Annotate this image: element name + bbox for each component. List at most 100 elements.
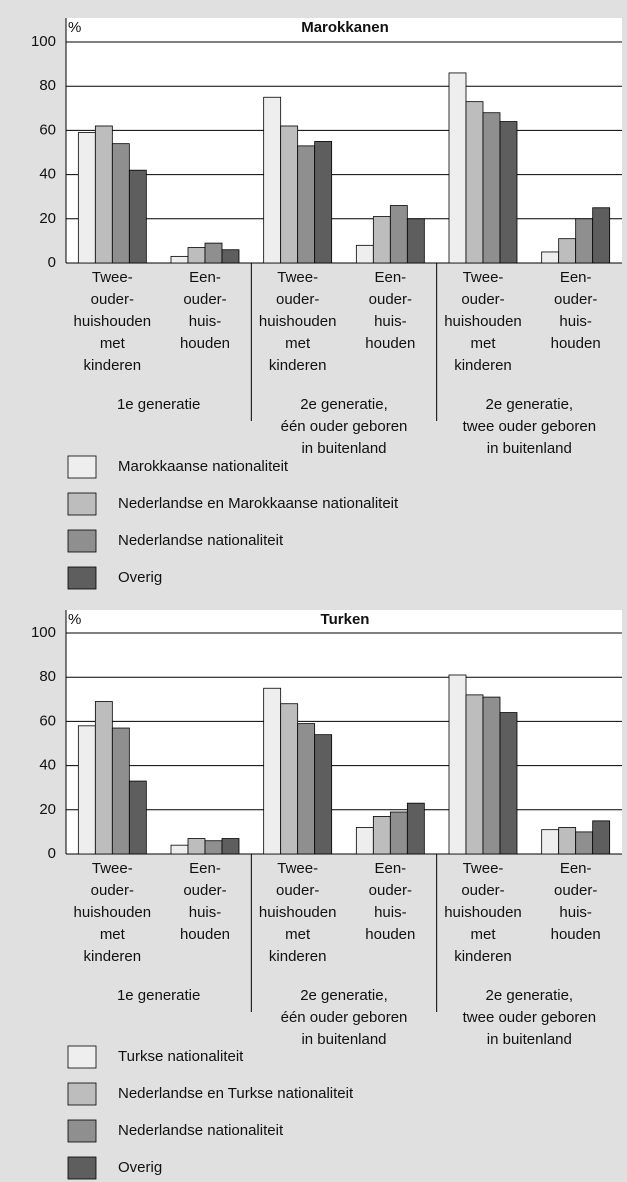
legend-swatch — [67, 492, 97, 516]
legend-label: Nederlandse en Turkse nationaliteit — [118, 1085, 354, 1102]
bar — [355, 244, 374, 264]
y-tick-label: 60 — [39, 712, 56, 729]
group-label: 1e generatie — [117, 396, 200, 413]
x-tick-label: ouder- — [461, 291, 504, 308]
y-tick-label: 20 — [39, 801, 56, 818]
x-tick-label: Een- — [374, 269, 406, 286]
y-axis-label: % — [68, 19, 81, 36]
legend-label: Marokkaanse nationaliteit — [118, 458, 289, 475]
bar — [372, 216, 391, 264]
x-tick-label: huis- — [559, 904, 592, 921]
x-tick-label: huishouden — [444, 904, 522, 921]
bar — [575, 218, 594, 264]
bar — [204, 242, 223, 264]
bar — [558, 238, 577, 264]
x-tick-label: houden — [551, 926, 601, 943]
bar — [111, 143, 130, 264]
legend-label: Nederlandse en Marokkaanse nationaliteit — [118, 495, 399, 512]
x-tick-label: huishouden — [259, 904, 337, 921]
x-tick-label: houden — [365, 926, 415, 943]
x-tick-label: huis- — [189, 313, 222, 330]
legend-swatch — [67, 1082, 97, 1106]
group-label: in buitenland — [487, 440, 572, 457]
bar — [280, 703, 299, 855]
x-tick-label: ouder- — [91, 291, 134, 308]
x-tick-label: kinderen — [269, 948, 327, 965]
bar — [263, 96, 282, 264]
bar — [170, 255, 189, 264]
bar — [448, 72, 467, 264]
bar — [263, 687, 282, 855]
x-tick-label: met — [285, 335, 311, 352]
x-tick-label: huis- — [189, 904, 222, 921]
x-tick-label: met — [100, 926, 126, 943]
legend-label: Overig — [118, 1159, 162, 1176]
legend-label: Nederlandse nationaliteit — [118, 1122, 284, 1139]
bar — [111, 727, 130, 855]
x-tick-label: huishouden — [74, 904, 152, 921]
bar — [314, 734, 333, 855]
bar — [170, 844, 189, 855]
chart-title: Marokkanen — [301, 19, 389, 36]
group-label: één ouder geboren — [281, 418, 408, 435]
bar — [465, 101, 484, 264]
x-tick-label: met — [470, 926, 496, 943]
x-tick-label: houden — [365, 335, 415, 352]
group-label: in buitenland — [301, 1031, 386, 1048]
x-tick-label: met — [285, 926, 311, 943]
x-tick-label: Een- — [560, 269, 592, 286]
bar — [541, 251, 560, 264]
bar — [465, 694, 484, 855]
bar — [94, 125, 113, 264]
y-tick-label: 0 — [48, 254, 56, 271]
x-tick-label: ouder- — [183, 291, 226, 308]
x-tick-label: Twee- — [463, 860, 504, 877]
legend-swatch — [67, 566, 97, 590]
group-label: 2e generatie, — [486, 987, 574, 1004]
bar — [187, 838, 206, 855]
x-tick-label: ouder- — [91, 882, 134, 899]
y-tick-label: 100 — [31, 33, 56, 50]
x-tick-label: ouder- — [183, 882, 226, 899]
bar — [94, 701, 113, 855]
bar — [314, 141, 333, 264]
bar — [355, 827, 374, 855]
group-label: twee ouder geboren — [463, 1009, 596, 1026]
x-tick-label: Twee- — [277, 269, 318, 286]
group-label: in buitenland — [301, 440, 386, 457]
x-tick-label: kinderen — [454, 948, 512, 965]
bar — [280, 125, 299, 264]
bar — [575, 831, 594, 855]
x-tick-label: ouder- — [276, 882, 319, 899]
x-tick-label: Twee- — [92, 860, 133, 877]
bar — [389, 811, 408, 855]
x-tick-label: kinderen — [269, 357, 327, 374]
x-tick-label: huis- — [559, 313, 592, 330]
group-label: 2e generatie, — [486, 396, 574, 413]
bar — [499, 121, 518, 264]
bar — [187, 247, 206, 264]
y-axis-label: % — [68, 611, 81, 628]
x-tick-label: met — [470, 335, 496, 352]
bar — [592, 820, 611, 855]
y-tick-label: 40 — [39, 757, 56, 774]
y-tick-label: 80 — [39, 77, 56, 94]
bar — [448, 674, 467, 855]
plot-area — [66, 18, 622, 263]
bar — [499, 712, 518, 855]
chart-title: Turken — [321, 611, 370, 628]
bar — [128, 169, 147, 264]
group-label: in buitenland — [487, 1031, 572, 1048]
legend-swatch — [67, 1045, 97, 1069]
legend-label: Turkse nationaliteit — [118, 1048, 244, 1065]
group-label: één ouder geboren — [281, 1009, 408, 1026]
bar — [372, 816, 391, 855]
y-tick-label: 80 — [39, 668, 56, 685]
x-tick-label: ouder- — [276, 291, 319, 308]
legend-swatch — [67, 1119, 97, 1143]
legend-label: Overig — [118, 569, 162, 586]
y-tick-label: 100 — [31, 624, 56, 641]
legend-swatch — [67, 1156, 97, 1180]
x-tick-label: Twee- — [277, 860, 318, 877]
